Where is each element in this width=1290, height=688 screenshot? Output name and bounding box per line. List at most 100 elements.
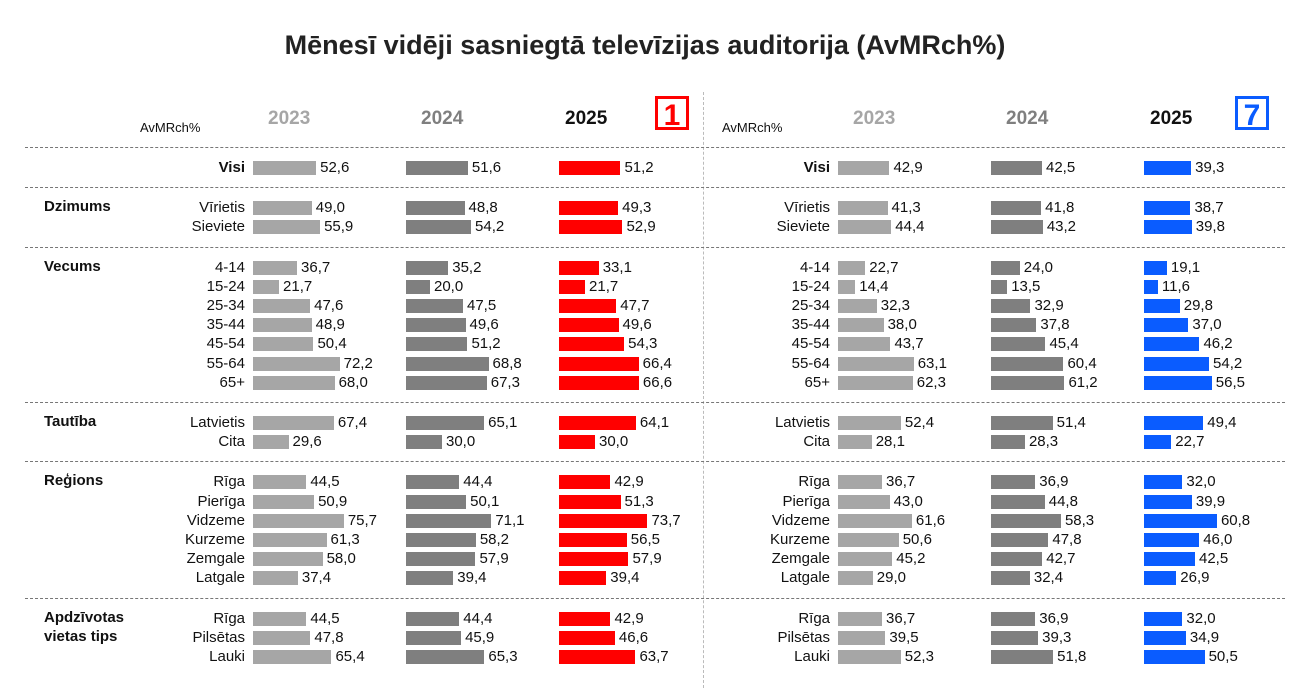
category-label: Cita xyxy=(803,433,830,451)
bar xyxy=(253,571,298,586)
bar xyxy=(991,475,1036,490)
value-label: 58,2 xyxy=(479,531,510,548)
value-label: 36,7 xyxy=(301,258,331,276)
bar xyxy=(559,611,611,626)
bar xyxy=(406,299,463,313)
row-separator xyxy=(25,246,1285,248)
bar xyxy=(838,571,873,586)
category-label: Latgale xyxy=(195,569,245,587)
value-label: 57,9 xyxy=(632,550,662,568)
category-label: 25-34 xyxy=(791,297,830,314)
value-label: 65,1 xyxy=(488,414,518,431)
bar xyxy=(406,337,468,352)
bar xyxy=(991,650,1054,664)
bar xyxy=(1144,533,1200,547)
category-label: 15-24 xyxy=(206,277,245,295)
value-label: 57,9 xyxy=(479,550,509,568)
value-label: 42,9 xyxy=(893,159,923,176)
category-label: Sieviete xyxy=(776,218,830,236)
value-label: 44,4 xyxy=(463,609,493,627)
bar xyxy=(991,279,1008,294)
category-label: Sieviete xyxy=(191,218,245,236)
value-label: 46,2 xyxy=(1203,335,1233,353)
bar xyxy=(559,260,599,275)
value-label: 14,4 xyxy=(859,277,889,295)
bar xyxy=(559,201,619,216)
value-label: 60,8 xyxy=(1220,511,1251,529)
bar xyxy=(838,611,883,626)
value-label: 44,8 xyxy=(1048,492,1078,510)
value-label: 39,3 xyxy=(1042,628,1072,646)
group-label: Vecums xyxy=(44,257,101,275)
bar xyxy=(253,375,335,390)
value-label: 49,0 xyxy=(315,199,345,217)
category-label: Rīga xyxy=(213,609,245,627)
category-label: Vidzeme xyxy=(771,511,830,529)
bar xyxy=(253,337,314,352)
bar xyxy=(1144,299,1180,313)
category-label: Pilsētas xyxy=(192,628,245,646)
value-label: 36,7 xyxy=(886,473,916,491)
bar xyxy=(991,611,1036,626)
bar xyxy=(838,630,886,645)
value-label: 50,1 xyxy=(470,492,500,510)
bar xyxy=(559,552,629,567)
bar xyxy=(559,630,615,645)
value-label: 29,6 xyxy=(292,433,322,451)
value-label: 38,0 xyxy=(887,316,917,334)
bar xyxy=(406,494,467,509)
value-label: 72,2 xyxy=(343,354,373,372)
value-label: 60,4 xyxy=(1067,354,1097,372)
bar xyxy=(838,533,899,547)
bar xyxy=(1144,260,1167,275)
value-label: 49,3 xyxy=(622,199,652,217)
value-label: 73,7 xyxy=(651,511,681,529)
category-label: 45-54 xyxy=(791,335,830,353)
category-label: 35-44 xyxy=(206,316,245,334)
bar xyxy=(253,475,307,490)
value-label: 34,9 xyxy=(1189,628,1220,646)
bar xyxy=(991,416,1053,430)
category-label: Kurzeme xyxy=(184,531,245,548)
row-separator xyxy=(25,597,1285,599)
bar xyxy=(1144,375,1212,390)
category-label: Cita xyxy=(218,433,245,451)
value-label: 20,0 xyxy=(434,277,464,295)
bar xyxy=(1144,494,1192,509)
bar xyxy=(991,571,1030,586)
value-label: 52,3 xyxy=(904,648,934,665)
category-label: Lauki xyxy=(794,648,830,665)
bar xyxy=(253,201,312,216)
bar xyxy=(253,279,280,294)
value-label: 55,9 xyxy=(324,218,354,236)
bar xyxy=(838,201,888,216)
value-label: 28,1 xyxy=(875,433,905,451)
value-label: 50,5 xyxy=(1208,648,1238,665)
value-label: 39,8 xyxy=(1195,218,1225,236)
value-label: 66,4 xyxy=(642,354,672,372)
category-label: 4-14 xyxy=(214,258,245,276)
value-label: 36,7 xyxy=(886,609,916,627)
row-separator xyxy=(25,402,1285,403)
value-label: 44,5 xyxy=(310,609,340,627)
value-label: 58,3 xyxy=(1064,511,1095,529)
value-label: 26,9 xyxy=(1180,569,1210,587)
category-label: Rīga xyxy=(798,473,830,491)
bar xyxy=(838,337,891,352)
value-label: 42,5 xyxy=(1199,550,1229,568)
year-header: 2023 xyxy=(853,108,896,129)
value-label: 43,0 xyxy=(893,492,923,510)
year-header: 2025 xyxy=(565,108,608,129)
category-label: Lauki xyxy=(209,648,245,665)
value-label: 71,1 xyxy=(495,511,525,529)
value-label: 22,7 xyxy=(1175,433,1205,451)
value-label: 44,4 xyxy=(895,218,925,236)
group-label: Tautība xyxy=(44,413,97,430)
unit-label: AvMRch% xyxy=(140,120,201,135)
category-label: Rīga xyxy=(213,473,245,491)
value-label: 39,9 xyxy=(1195,492,1226,510)
value-label: 13,5 xyxy=(1011,277,1041,295)
value-label: 36,9 xyxy=(1039,609,1069,627)
bar xyxy=(559,318,619,333)
